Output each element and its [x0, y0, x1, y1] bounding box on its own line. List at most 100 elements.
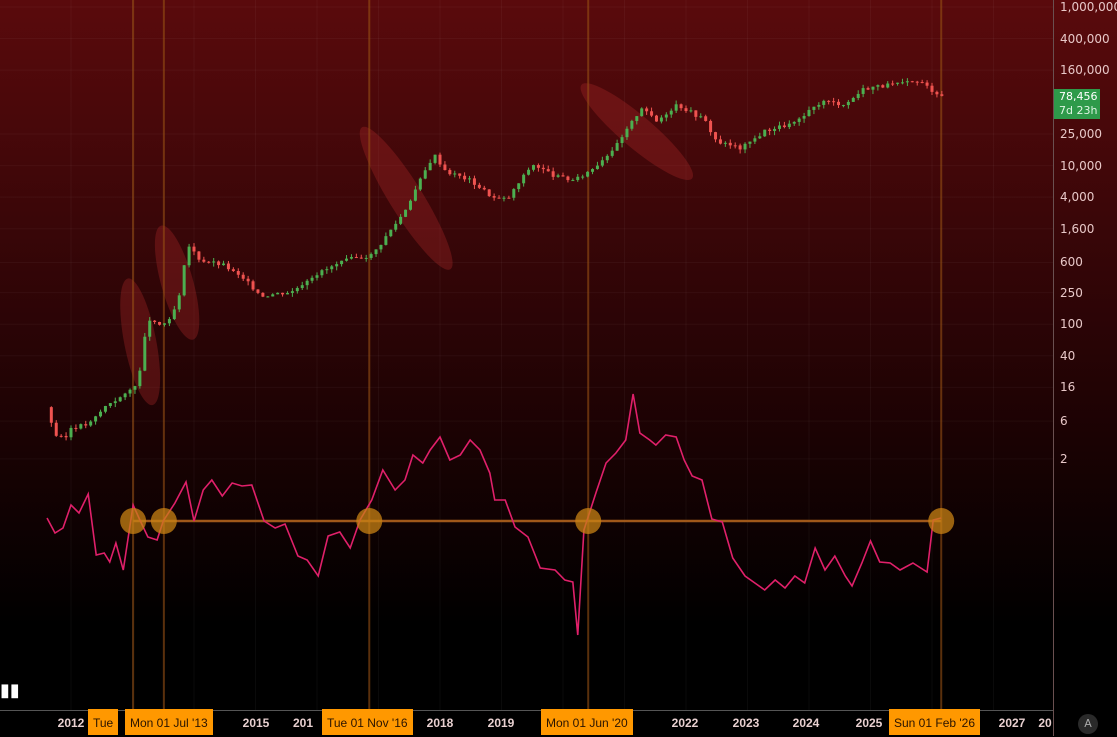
candle-body: [99, 411, 103, 417]
candle-body: [763, 129, 767, 137]
candle-body: [531, 165, 535, 170]
time-tick-label: 2027: [998, 716, 1026, 730]
candle-body: [723, 142, 727, 144]
signal-crossover-marker: [120, 508, 147, 534]
candle-body: [861, 88, 865, 94]
candle-body: [251, 281, 255, 290]
candle-body: [364, 257, 368, 259]
time-tick-label: 2019: [487, 716, 515, 730]
last-price-label: 78,456 7d 23h: [1054, 89, 1100, 119]
candle-body: [349, 257, 353, 259]
candle-body: [551, 171, 555, 177]
candle-body: [650, 111, 654, 116]
price-tick-label: 16: [1060, 380, 1076, 395]
candle-body: [541, 167, 545, 170]
candle-body: [315, 275, 319, 278]
candle-body: [856, 93, 860, 98]
candle-body: [497, 197, 501, 199]
candle-body: [89, 421, 93, 426]
candle-body: [207, 261, 211, 263]
candle-body: [561, 175, 565, 177]
candle-body: [408, 200, 412, 210]
tradingview-logo[interactable]: ▮▮17: [0, 680, 20, 701]
candle-body: [197, 251, 201, 260]
candle-body: [674, 104, 678, 111]
candle-body: [374, 249, 378, 255]
candle-body: [443, 164, 447, 171]
candle-body: [54, 422, 58, 436]
candle-body: [679, 104, 683, 109]
price-tick-label: 40: [1060, 348, 1076, 363]
candle-body: [615, 143, 619, 151]
candle-body: [940, 94, 944, 96]
candle-body: [325, 269, 329, 271]
candle-body: [600, 160, 604, 166]
candle-body: [807, 109, 811, 116]
candle-body: [94, 416, 98, 422]
candle-body: [659, 117, 663, 122]
candle-body: [896, 82, 900, 84]
candle-body: [522, 174, 526, 184]
candle-body: [571, 180, 575, 182]
candle-body: [900, 82, 904, 84]
candle-body: [640, 108, 644, 117]
candle-body: [162, 323, 166, 325]
cycle-highlight-ellipse: [120, 278, 161, 406]
candle-body: [876, 85, 880, 87]
candle-body: [399, 216, 403, 224]
candle-body: [379, 244, 383, 250]
candle-body: [635, 116, 639, 121]
time-tick-label: 2022: [671, 716, 699, 730]
candle-body: [103, 405, 107, 412]
candle-body: [782, 125, 786, 128]
candle-body: [182, 265, 186, 296]
candle-body: [384, 236, 388, 245]
candle-body: [423, 170, 427, 179]
candle-body: [354, 257, 358, 259]
price-axis-border: [1053, 0, 1054, 736]
candle-body: [738, 145, 742, 150]
candle-body: [310, 277, 314, 281]
candle-body: [246, 278, 250, 282]
candle-body: [231, 269, 235, 272]
candle-body: [664, 114, 668, 118]
candle-body: [581, 176, 585, 178]
candle-body: [758, 136, 762, 139]
time-axis-border: [0, 710, 1053, 711]
price-chart[interactable]: [0, 0, 1053, 710]
candle-body: [837, 101, 841, 106]
candle-body: [177, 295, 181, 310]
candle-body: [512, 189, 516, 198]
candle-body: [886, 83, 890, 88]
candle-body: [669, 110, 673, 115]
price-tick-label: 25,000: [1060, 127, 1102, 142]
auto-scale-button[interactable]: A: [1078, 714, 1098, 734]
cycle-highlight-ellipse: [359, 126, 453, 270]
candle-body: [305, 280, 309, 286]
candle-body: [123, 393, 127, 398]
cycle-highlight-ellipse: [154, 225, 200, 340]
candle-body: [546, 169, 550, 172]
candle-body: [536, 165, 540, 168]
candle-body: [64, 435, 68, 438]
candle-body: [236, 271, 240, 275]
candle-body: [591, 169, 595, 172]
candle-body: [694, 110, 698, 117]
candle-body: [797, 118, 801, 122]
candle-body: [841, 105, 845, 107]
time-marker-label: Tue 01 Nov '16: [322, 709, 413, 735]
candle-body: [217, 261, 221, 266]
candle-body: [359, 257, 363, 259]
candle-body: [69, 427, 73, 438]
candle-body: [113, 401, 117, 404]
candle-body: [222, 263, 226, 266]
candle-body: [556, 175, 560, 177]
price-tick-label: 400,000: [1060, 31, 1110, 46]
candle-body: [320, 270, 324, 276]
candle-body: [866, 88, 870, 90]
price-tick-label: 4,000: [1060, 190, 1095, 205]
candle-body: [285, 292, 289, 295]
candle-body: [714, 132, 718, 140]
candle-body: [276, 292, 280, 295]
